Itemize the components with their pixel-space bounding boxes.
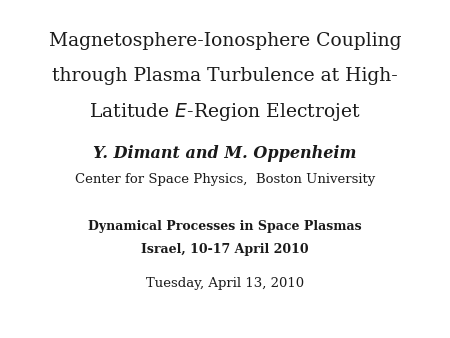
Text: Magnetosphere-Ionosphere Coupling: Magnetosphere-Ionosphere Coupling [49,31,401,50]
Text: Y. Dimant and M. Oppenheim: Y. Dimant and M. Oppenheim [93,145,357,162]
Text: Latitude $\mathit{E}$-Region Electrojet: Latitude $\mathit{E}$-Region Electrojet [89,100,361,123]
Text: Tuesday, April 13, 2010: Tuesday, April 13, 2010 [146,277,304,290]
Text: Center for Space Physics,  Boston University: Center for Space Physics, Boston Univers… [75,173,375,186]
Text: through Plasma Turbulence at High-: through Plasma Turbulence at High- [52,67,398,85]
Text: Dynamical Processes in Space Plasmas: Dynamical Processes in Space Plasmas [88,220,362,233]
Text: Israel, 10-17 April 2010: Israel, 10-17 April 2010 [141,243,309,256]
